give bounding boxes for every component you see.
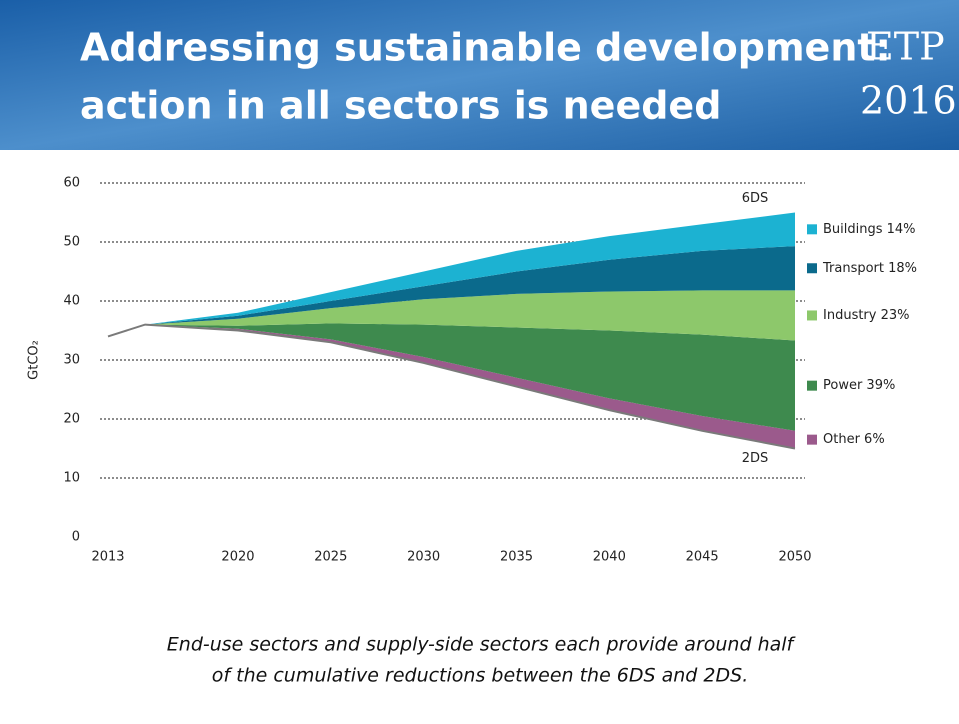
y-tick-label: 60: [63, 176, 80, 191]
y-tick-label: 0: [72, 530, 80, 545]
legend-swatch: [807, 380, 817, 391]
banner: [0, 0, 959, 150]
caption-line: End-use sectors and supply-side sectors …: [167, 634, 797, 656]
y-tick-label: 50: [63, 235, 80, 250]
x-tick-label: 2045: [686, 550, 719, 565]
badge-line: ETP: [866, 25, 945, 69]
line-label: 2DS: [742, 451, 769, 466]
y-tick-label: 20: [63, 412, 80, 427]
line: [107, 323, 796, 450]
y-tick-label: 40: [63, 294, 80, 309]
legend-swatch: [807, 263, 817, 274]
badge-line: 2016: [860, 79, 957, 123]
y-tick-label: 10: [63, 471, 80, 486]
legend-label: Industry 23%: [823, 308, 910, 323]
area: [108, 290, 795, 341]
caption-line: of the cumulative reductions between the…: [212, 665, 748, 687]
y-tick-label: 30: [63, 353, 80, 368]
x-tick-label: 2035: [500, 550, 533, 565]
title-line: action in all sectors is needed: [80, 84, 721, 128]
y-axis-label: GtCO₂: [27, 340, 42, 380]
x-tick-label: 2020: [221, 550, 254, 565]
legend-label: Power 39%: [823, 378, 895, 393]
legend-swatch: [807, 310, 817, 321]
legend-swatch: [807, 434, 817, 445]
legend-label: Buildings 14%: [823, 222, 916, 237]
x-tick-label: 2025: [314, 550, 347, 565]
area: [108, 212, 795, 337]
x-tick-label: 2030: [407, 550, 440, 565]
title-line: Addressing sustainable development:: [80, 26, 891, 70]
x-tick-label: 2013: [91, 550, 124, 565]
x-tick-label: 2050: [778, 550, 811, 565]
legend-label: Transport 18%: [822, 261, 917, 276]
annotation: 6DS: [742, 191, 769, 206]
legend-label: Other 6%: [823, 432, 885, 447]
area: [108, 246, 795, 337]
legend-swatch: [807, 224, 817, 235]
area: [108, 323, 795, 431]
x-tick-label: 2040: [593, 550, 626, 565]
